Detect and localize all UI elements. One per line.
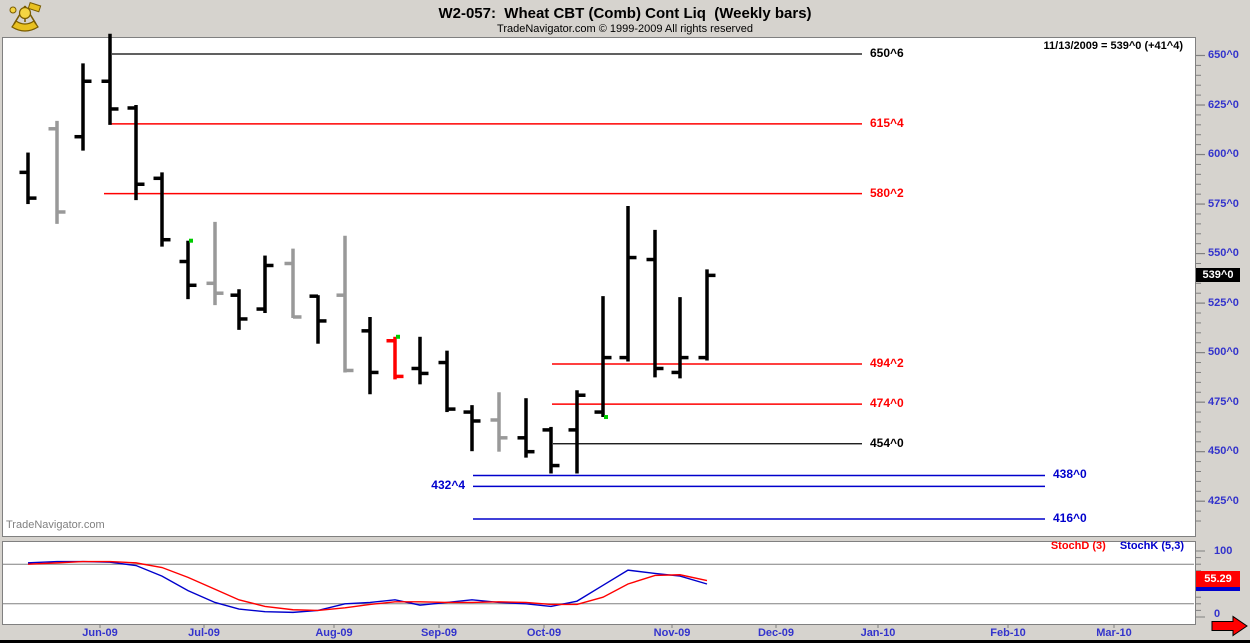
level-label: 432^4	[431, 478, 465, 493]
stoch-scale-top-label: 100	[1214, 545, 1233, 557]
level-label: 474^0	[870, 396, 904, 411]
level-label: 650^6	[870, 46, 904, 60]
stochastic-legend: StochD (3) StochK (5,3)	[1051, 540, 1184, 552]
price-axis-label: 525^0	[1208, 296, 1239, 309]
time-axis-month-label: Jan-10	[860, 627, 896, 639]
level-label: 494^2	[870, 356, 904, 371]
time-axis-month-label: Sep-09	[420, 627, 458, 639]
price-axis-label: 550^0	[1208, 247, 1239, 260]
price-axis-label: 600^0	[1208, 148, 1239, 161]
time-axis-month-label: Jun-09	[82, 627, 118, 639]
stochd-value-box: 55.29	[1196, 571, 1240, 587]
stoch-scale-bottom-label: 0	[1214, 608, 1221, 620]
stochastic-panel	[2, 541, 1196, 625]
stochd-legend-label: StochD (3)	[1050, 540, 1106, 552]
time-axis-month-label: Jul-09	[188, 627, 220, 639]
last-price-box: 539^0	[1196, 268, 1240, 282]
stochk-legend-label: StochK (5,3)	[1119, 540, 1184, 552]
bottom-border	[0, 640, 1250, 643]
time-axis-month-label: Feb-10	[990, 627, 1026, 639]
time-axis-month-label: Oct-09	[526, 627, 562, 639]
price-axis-label: 475^0	[1208, 395, 1239, 408]
level-label: 454^0	[870, 435, 904, 450]
time-axis-month-label: Dec-09	[757, 627, 795, 639]
last-quote-readout: 11/13/2009 = 539^0 (+41^4)	[1043, 40, 1183, 52]
price-panel	[2, 37, 1196, 537]
price-axis-label: 625^0	[1208, 98, 1239, 111]
scroll-right-arrow-icon[interactable]	[1211, 615, 1248, 637]
watermark: TradeNavigator.com	[6, 519, 105, 531]
time-axis-month-label: Aug-09	[315, 627, 353, 639]
chart-subtitle: TradeNavigator.com © 1999-2009 All right…	[497, 23, 753, 35]
price-axis-label: 650^0	[1208, 48, 1239, 61]
stochk-value-underline	[1196, 587, 1240, 591]
app-logo-sextant-icon	[5, 1, 45, 40]
chart-title: W2-057: Wheat CBT (Comb) Cont Liq (Weekl…	[438, 5, 812, 22]
time-axis-month-label: Nov-09	[653, 627, 691, 639]
level-label: 438^0	[1053, 467, 1087, 482]
price-axis-label: 425^0	[1208, 494, 1239, 507]
price-axis-label: 575^0	[1208, 197, 1239, 210]
time-axis-month-label: Mar-10	[1096, 627, 1132, 639]
level-label: 615^4	[870, 115, 904, 130]
price-axis-label: 500^0	[1208, 346, 1239, 359]
price-axis-label: 450^0	[1208, 445, 1239, 458]
level-label: 416^0	[1053, 511, 1087, 526]
level-label: 580^2	[870, 185, 904, 200]
